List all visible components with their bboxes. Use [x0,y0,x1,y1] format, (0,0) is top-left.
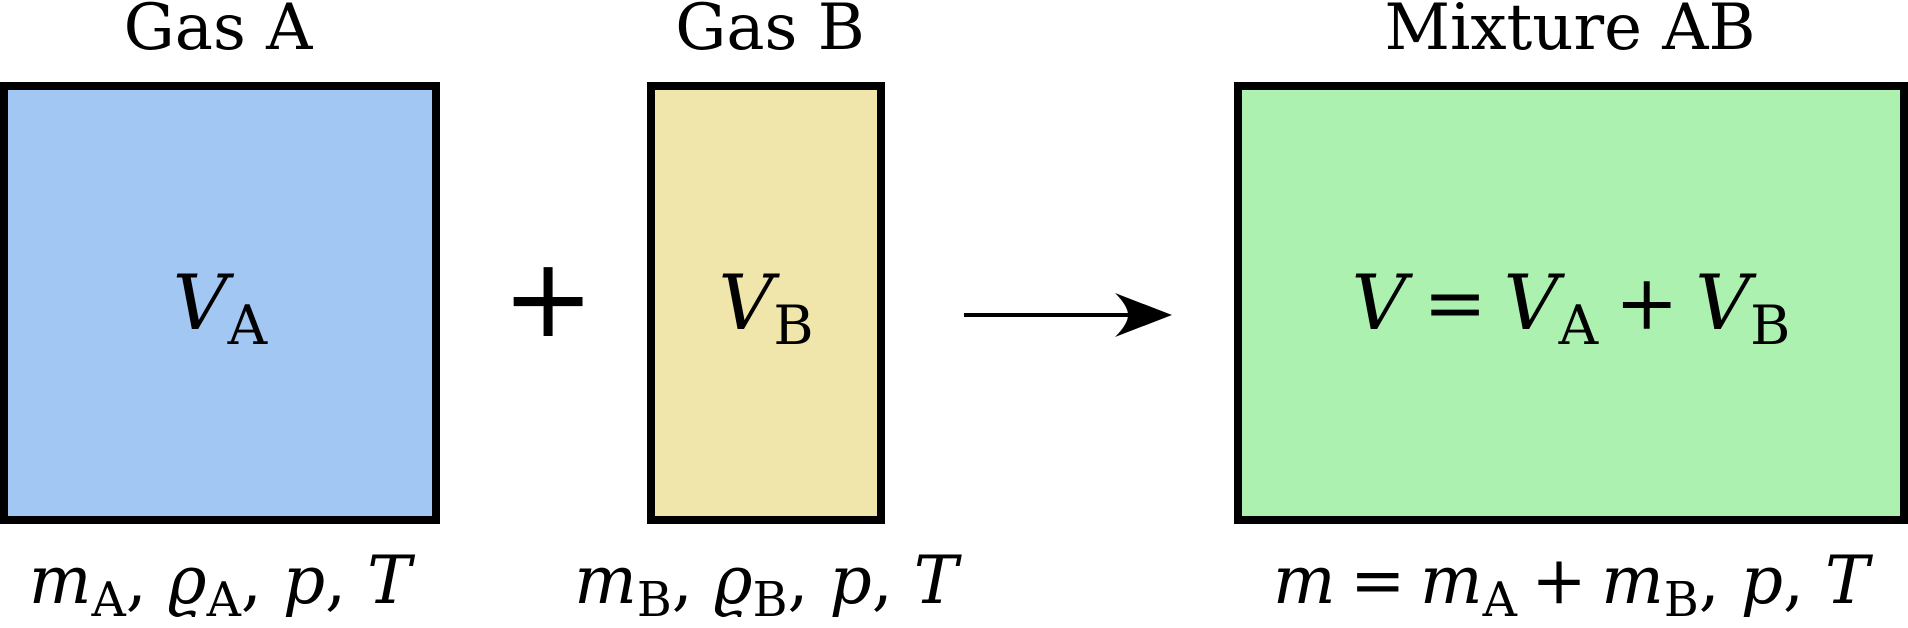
gas-a-properties: mA, ϱA, p, T [28,542,412,628]
gas-a-box: VA [0,82,440,524]
gas-b-properties: mB, ϱB, p, T [574,542,958,628]
gas-b-volume: VB [718,258,814,358]
mixture-box: V = VA + VB [1234,82,1908,524]
gas-b-box: VB [647,82,885,524]
right-arrow-icon [964,293,1172,337]
mixture-properties: m = mA + mB, p, T [1273,542,1869,628]
gas-b-title: Gas B [675,0,865,65]
plus-sign: + [502,234,595,362]
mixture-title: Mixture AB [1384,0,1756,65]
gas-a-volume: VA [172,258,268,358]
mixture-volume-equation: V = VA + VB [1351,258,1791,358]
gas-a-title: Gas A [123,0,313,65]
